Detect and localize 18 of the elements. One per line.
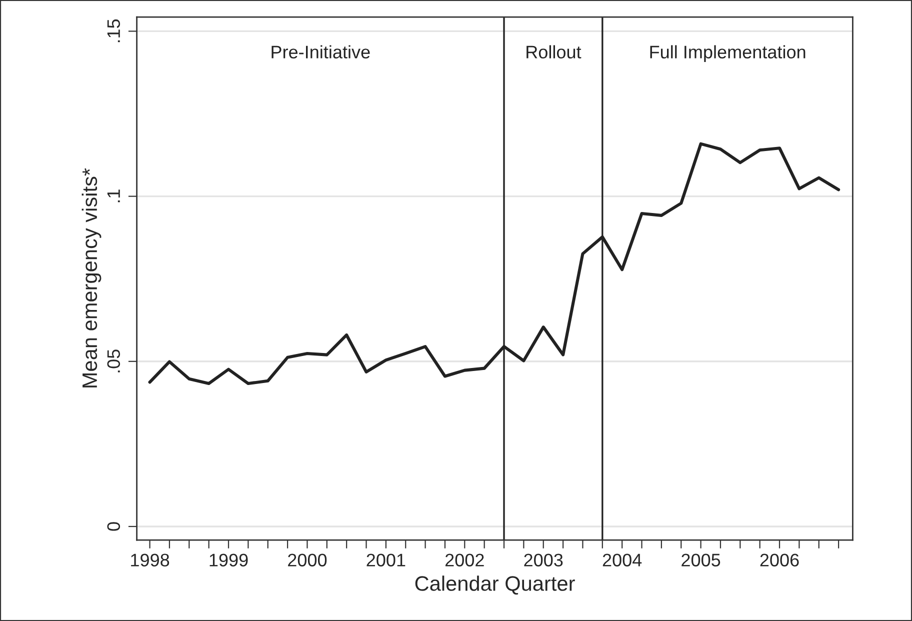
y-tick-label: .15 <box>107 19 120 42</box>
annotation: Full Implementation <box>650 45 806 62</box>
y-axis-title: Mean emergency visits* <box>82 168 102 388</box>
x-tick-label: 2002 <box>445 554 484 566</box>
x-tick-label: 2001 <box>366 554 406 566</box>
x-tick-label: 2005 <box>682 554 720 566</box>
y-tick-label: 0 <box>107 522 120 531</box>
x-axis-title: Calendar Quarter <box>415 576 575 595</box>
x-tick-label: 2003 <box>524 554 563 566</box>
x-tick-label: 1998 <box>131 554 170 566</box>
x-tick-label: 2000 <box>288 554 327 566</box>
x-tick-label: 2006 <box>760 554 799 566</box>
y-tick-label: .1 <box>107 190 120 202</box>
annotation: Pre-Initiative <box>272 45 370 58</box>
y-tick-label: .05 <box>107 350 120 372</box>
annotation: Rollout <box>526 45 582 58</box>
x-tick-label: 2004 <box>602 554 642 566</box>
x-tick-label: 1999 <box>210 554 248 566</box>
